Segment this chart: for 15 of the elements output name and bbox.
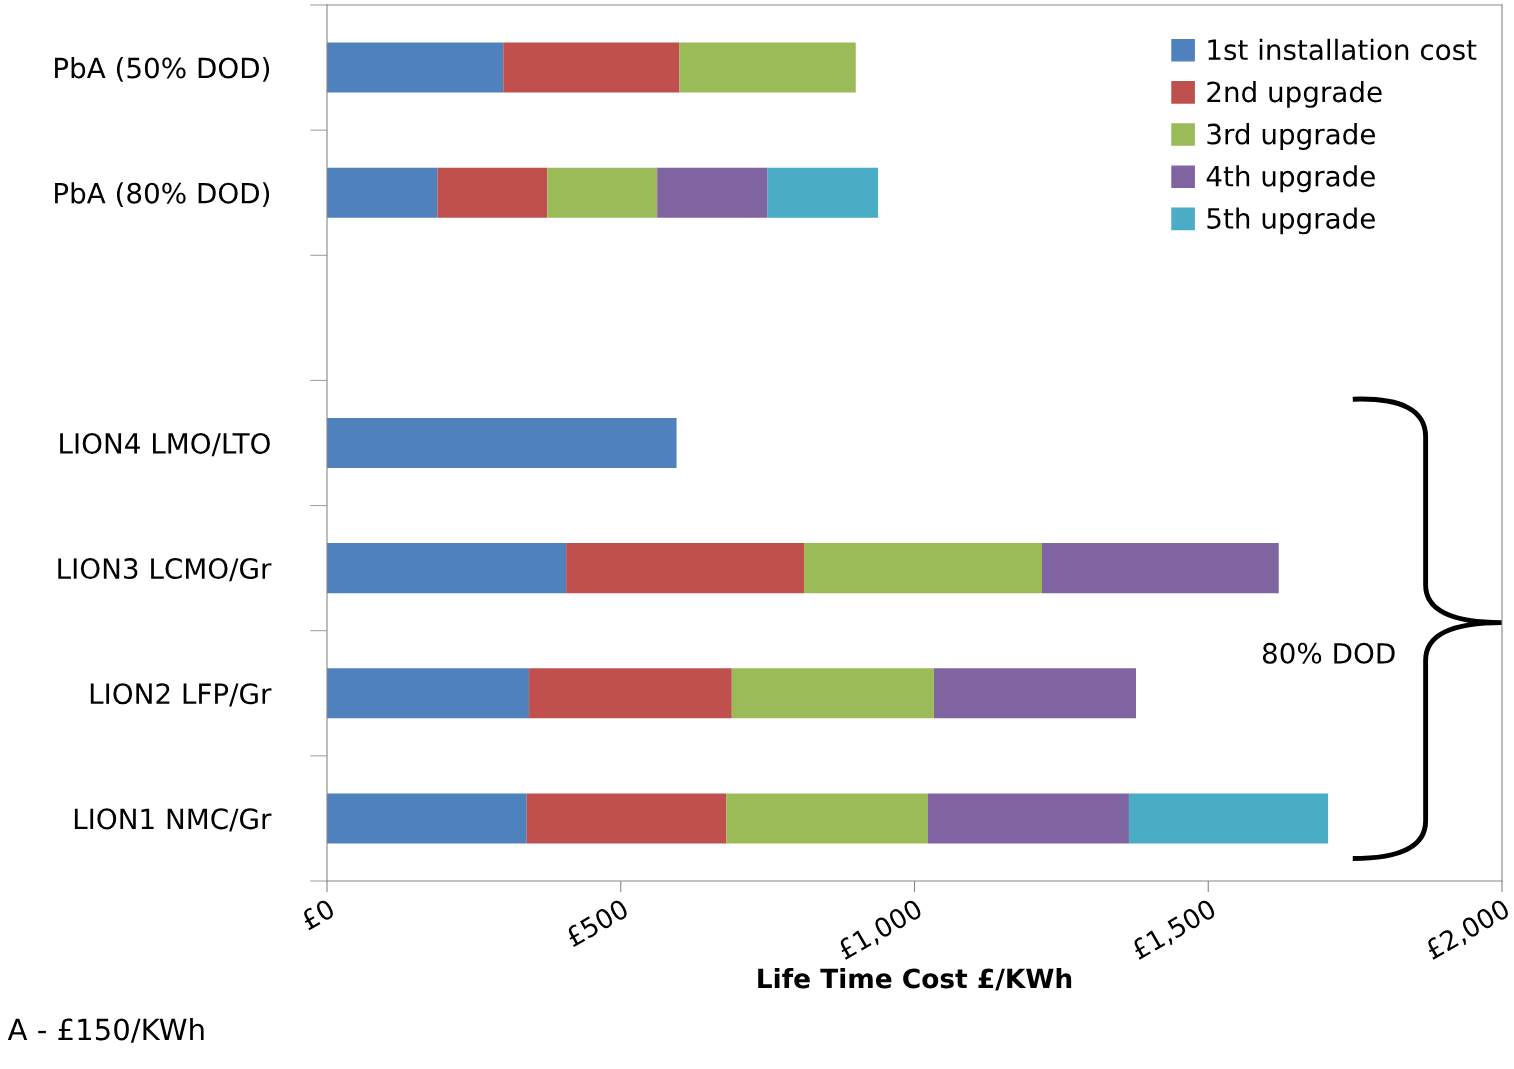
x-tick-label: £0: [299, 898, 336, 931]
legend-label: 2nd upgrade: [1207, 80, 1382, 108]
legend-label: 3rd upgrade: [1207, 123, 1375, 150]
y-tick-label: LION3 LCMO/Gr: [58, 558, 272, 582]
y-tick-label: LION2 LFP/Gr: [90, 683, 272, 707]
y-tick-label: LION4 LMO/LTO: [60, 432, 270, 457]
y-tick-label: PbA (50% DOD): [55, 57, 270, 82]
legend-label: 5th upgrade: [1207, 207, 1375, 235]
annotation: 80% DOD: [1262, 642, 1395, 664]
x-axis-title: Life Time Cost £/KWh: [758, 968, 1072, 991]
y-tick-label: LION1 NMC/Gr: [74, 808, 272, 832]
legend-label: 4th upgrade: [1206, 165, 1375, 193]
y-tick-label: PbA (80% DOD): [55, 182, 270, 207]
legend-label: 1st installation cost: [1208, 38, 1477, 61]
text: A - £150/KWh: [7, 1017, 204, 1043]
